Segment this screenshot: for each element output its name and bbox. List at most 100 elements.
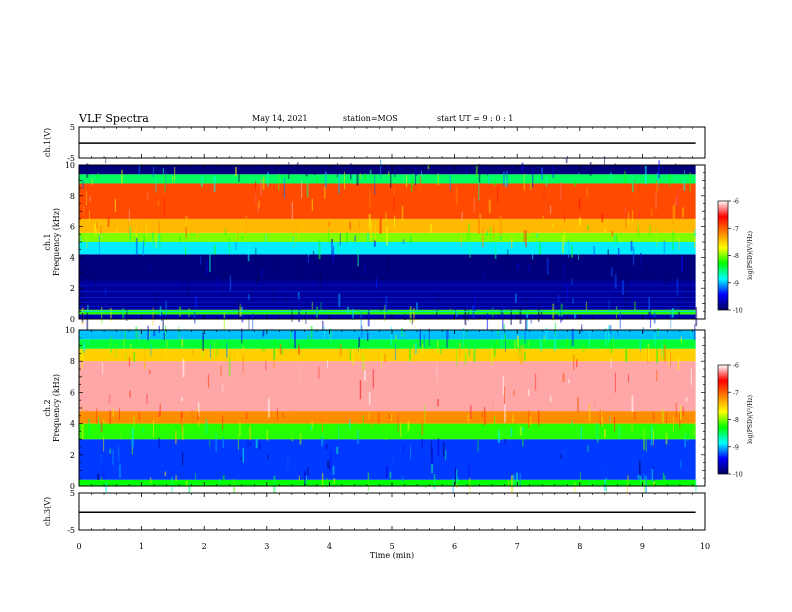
texture-streak bbox=[666, 413, 667, 423]
texture-streak bbox=[247, 440, 249, 449]
texture-streak bbox=[617, 332, 620, 338]
y-tick-label: 6 bbox=[70, 223, 75, 232]
texture-streak bbox=[297, 292, 300, 300]
texture-streak bbox=[206, 259, 208, 275]
texture-streak bbox=[200, 256, 202, 265]
texture-streak bbox=[180, 397, 183, 402]
texture-streak bbox=[321, 437, 323, 447]
x-tick-label: 8 bbox=[577, 542, 582, 551]
texture-streak bbox=[678, 311, 681, 316]
texture-streak bbox=[240, 456, 242, 462]
texture-streak bbox=[385, 430, 388, 441]
texture-streak bbox=[571, 419, 573, 427]
texture-streak bbox=[500, 302, 502, 315]
texture-streak bbox=[563, 262, 565, 280]
texture-streak bbox=[437, 173, 439, 186]
texture-streak bbox=[87, 304, 89, 313]
colorbar-tick-label: -6 bbox=[733, 363, 739, 370]
texture-streak bbox=[464, 345, 466, 357]
texture-streak bbox=[577, 223, 579, 234]
texture-streak bbox=[542, 215, 544, 231]
y-axis-label: ch.3(V) bbox=[43, 497, 52, 526]
texture-streak bbox=[279, 344, 282, 355]
spectral-band bbox=[79, 330, 696, 340]
texture-streak bbox=[541, 167, 544, 180]
texture-streak bbox=[213, 244, 216, 255]
texture-streak bbox=[545, 201, 547, 220]
texture-streak bbox=[468, 223, 471, 241]
texture-streak bbox=[306, 179, 309, 198]
texture-streak bbox=[339, 233, 341, 246]
texture-streak bbox=[672, 206, 674, 225]
texture-streak bbox=[603, 229, 606, 234]
texture-streak bbox=[135, 326, 138, 346]
texture-streak bbox=[528, 410, 530, 428]
texture-streak bbox=[689, 329, 691, 337]
texture-streak bbox=[100, 454, 103, 464]
spectral-band bbox=[79, 423, 696, 440]
texture-streak bbox=[557, 294, 560, 302]
texture-streak bbox=[504, 386, 506, 406]
texture-streak bbox=[655, 193, 657, 210]
spectral-band bbox=[79, 165, 696, 175]
texture-streak bbox=[631, 209, 633, 225]
spectral-band bbox=[79, 309, 696, 315]
texture-streak bbox=[513, 389, 515, 397]
texture-streak bbox=[578, 172, 580, 185]
texture-streak bbox=[469, 240, 471, 258]
texture-streak bbox=[289, 331, 291, 340]
texture-streak bbox=[553, 339, 556, 351]
texture-streak bbox=[328, 221, 330, 227]
texture-streak bbox=[117, 446, 120, 462]
texture-streak bbox=[607, 249, 609, 265]
texture-streak bbox=[354, 422, 356, 441]
colorbar-tick-label: -6 bbox=[733, 199, 739, 206]
texture-streak bbox=[588, 345, 590, 351]
texture-streak bbox=[543, 187, 545, 201]
texture-streak bbox=[610, 357, 612, 368]
texture-streak bbox=[679, 405, 682, 421]
texture-streak bbox=[246, 412, 248, 420]
texture-streak bbox=[228, 356, 231, 377]
texture-streak bbox=[329, 449, 332, 469]
texture-streak bbox=[386, 226, 388, 246]
texture-streak bbox=[581, 324, 583, 332]
texture-streak bbox=[155, 230, 157, 249]
texture-streak bbox=[129, 226, 132, 244]
texture-streak bbox=[521, 348, 523, 366]
texture-streak bbox=[191, 409, 193, 424]
texture-streak bbox=[96, 408, 98, 425]
texture-streak bbox=[404, 333, 406, 338]
texture-streak bbox=[510, 427, 513, 437]
texture-streak bbox=[181, 338, 184, 348]
texture-streak bbox=[172, 176, 174, 183]
texture-streak bbox=[656, 172, 659, 190]
texture-streak bbox=[412, 173, 414, 187]
texture-streak bbox=[352, 348, 354, 366]
texture-streak bbox=[198, 402, 200, 417]
colorbar-label: log(PSD)(V²/Hz) bbox=[747, 231, 754, 280]
texture-streak bbox=[164, 471, 167, 477]
texture-streak bbox=[298, 475, 300, 481]
texture-streak bbox=[366, 332, 369, 341]
texture-streak bbox=[209, 345, 212, 358]
texture-streak bbox=[153, 331, 156, 337]
texture-streak bbox=[261, 346, 263, 352]
texture-streak bbox=[617, 247, 620, 258]
texture-streak bbox=[652, 429, 654, 446]
texture-streak bbox=[102, 459, 105, 478]
texture-streak bbox=[374, 224, 376, 241]
texture-streak bbox=[455, 306, 457, 320]
y-tick-label: -5 bbox=[67, 154, 75, 163]
texture-streak bbox=[665, 278, 668, 286]
texture-streak bbox=[648, 296, 651, 310]
texture-streak bbox=[241, 236, 244, 241]
texture-streak bbox=[367, 233, 369, 249]
y-tick-label: 8 bbox=[70, 192, 75, 201]
texture-streak bbox=[258, 200, 260, 208]
texture-streak bbox=[276, 259, 279, 266]
texture-streak bbox=[634, 412, 636, 420]
texture-streak bbox=[639, 350, 641, 358]
texture-streak bbox=[529, 416, 531, 426]
texture-streak bbox=[668, 353, 670, 367]
